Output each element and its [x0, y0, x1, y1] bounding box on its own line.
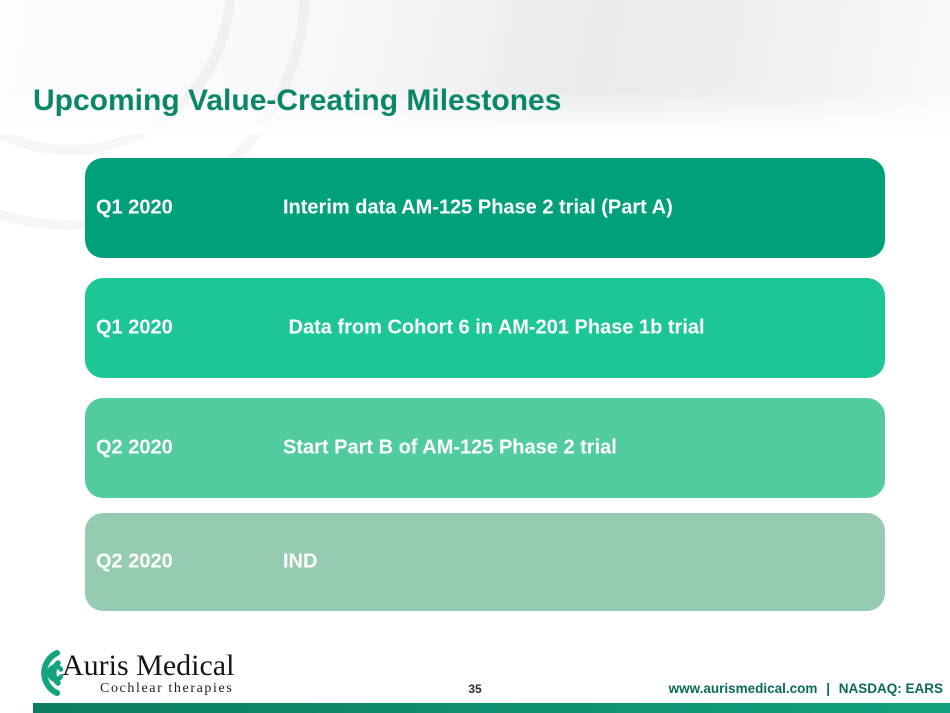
page-number: 35 [468, 682, 482, 696]
footer-separator: | [826, 681, 830, 696]
milestone-period: Q2 2020 [96, 550, 173, 573]
milestone-description: IND [283, 550, 318, 573]
milestone-period: Q1 2020 [96, 316, 173, 339]
milestone-bar: Q2 2020 IND [85, 513, 885, 611]
slide-title: Upcoming Value-Creating Milestones [33, 84, 562, 118]
header-band [0, 0, 950, 230]
footer-ticker: NASDAQ: EARS [838, 681, 943, 696]
milestone-bar: Q2 2020 Start Part B of AM-125 Phase 2 t… [85, 398, 885, 498]
milestone-description: Start Part B of AM-125 Phase 2 trial [283, 436, 617, 459]
footer-website: www.aurismedical.com [668, 681, 818, 696]
milestone-description: Data from Cohort 6 in AM-201 Phase 1b tr… [283, 316, 705, 339]
milestone-bar: Q1 2020 Data from Cohort 6 in AM-201 Pha… [85, 278, 885, 378]
footer-links: www.aurismedical.com | NASDAQ: EARS [669, 681, 943, 696]
milestone-description: Interim data AM-125 Phase 2 trial (Part … [283, 196, 673, 219]
bottom-accent-bar [33, 703, 950, 713]
milestone-period: Q2 2020 [96, 436, 173, 459]
logo-tagline: Cochlear therapies [100, 681, 234, 696]
milestone-bar: Q1 2020 Interim data AM-125 Phase 2 tria… [85, 158, 885, 258]
header-fade [0, 92, 950, 134]
milestone-period: Q1 2020 [96, 196, 173, 219]
company-logo: Auris Medical Cochlear therapies [28, 645, 288, 700]
cochlea-arcs-icon [41, 650, 64, 696]
logo-name: Auris Medical [62, 649, 235, 682]
